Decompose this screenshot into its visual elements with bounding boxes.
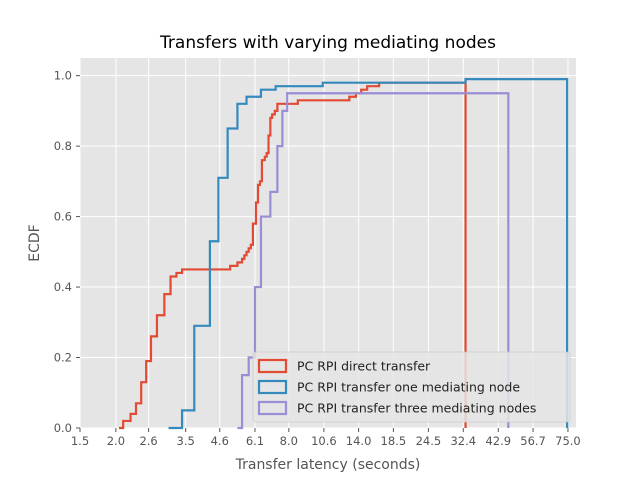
legend-label: PC RPI direct transfer <box>297 359 431 374</box>
x-tick-label: 42.9 <box>485 434 511 448</box>
x-tick-label: 4.6 <box>211 434 229 448</box>
legend-swatch <box>257 379 288 395</box>
x-tick-label: 8.0 <box>280 434 298 448</box>
legend-label: PC RPI transfer one mediating node <box>297 380 520 395</box>
y-tick-label: 0.4 <box>54 280 72 294</box>
series-line-2 <box>168 78 569 430</box>
y-tick-label: 1.0 <box>54 69 72 83</box>
x-tick-label: 18.5 <box>381 434 407 448</box>
chart-title: Transfers with varying mediating nodes <box>159 33 496 53</box>
legend: PC RPI direct transfer PC RPI transfer on… <box>252 351 571 423</box>
legend-label: PC RPI transfer three mediating nodes <box>297 401 536 416</box>
y-axis-label: ECDF <box>27 224 43 261</box>
x-tick-label: 24.5 <box>416 434 442 448</box>
x-tick-label: 10.6 <box>311 434 337 448</box>
legend-swatch <box>257 358 288 374</box>
series-line-3 <box>237 92 510 430</box>
y-tick-label: 0.0 <box>54 421 72 435</box>
y-tick-label: 0.2 <box>54 351 72 365</box>
y-tick-label: 0.6 <box>54 210 72 224</box>
x-tick-label: 14.0 <box>346 434 372 448</box>
y-tick-label: 0.8 <box>54 139 72 153</box>
series-line-1 <box>118 81 467 430</box>
x-tick-label: 2.6 <box>139 434 157 448</box>
x-axis-ticks: 1.5 2.0 2.6 3.5 4.6 6.1 8.0 10.6 14.0 18.5 24.5 32.… <box>71 428 581 448</box>
y-axis-ticks: 0.0 0.2 0.4 0.6 0.8 1.0 <box>54 69 80 435</box>
series-lines <box>118 78 569 430</box>
x-tick-label: 56.7 <box>520 434 546 448</box>
legend-box <box>252 351 571 423</box>
x-tick-label: 1.5 <box>71 434 89 448</box>
x-tick-label: 2.0 <box>107 434 125 448</box>
x-tick-label: 3.5 <box>177 434 195 448</box>
x-axis-label: Transfer latency (seconds) <box>235 457 421 473</box>
x-tick-label: 6.1 <box>246 434 264 448</box>
x-tick-label: 75.0 <box>555 434 581 448</box>
legend-swatch <box>257 400 288 416</box>
x-tick-label: 32.4 <box>450 434 476 448</box>
